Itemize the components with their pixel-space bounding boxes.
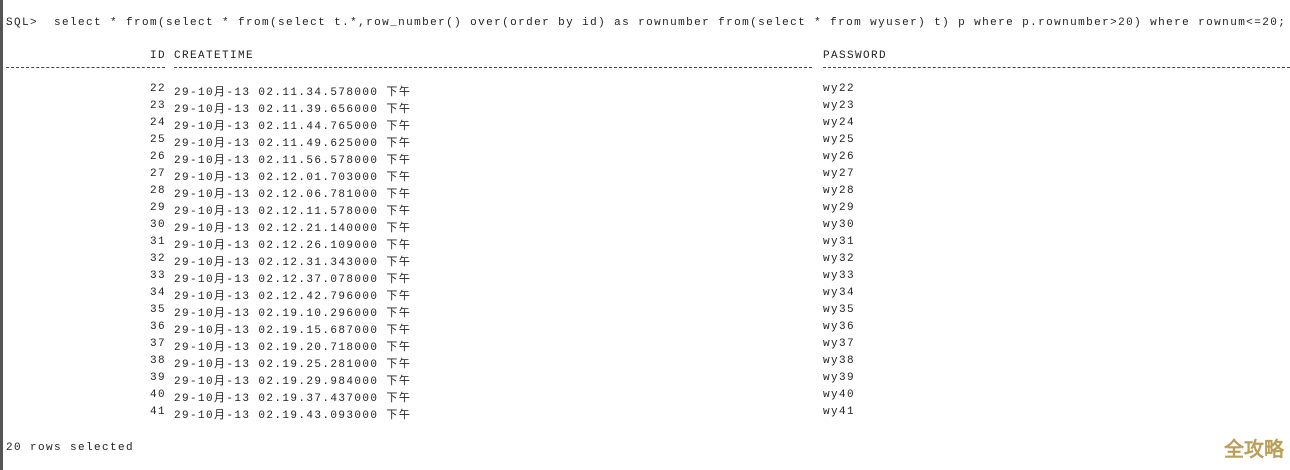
window-border (0, 0, 3, 470)
cell-createtime: 29-10月-13 02.12.37.078000 下午 (174, 274, 412, 286)
watermark-logo: 全攻略 (1224, 437, 1284, 461)
table-row: 33 29-10月-13 02.12.37.078000 下午 wy33 (0, 270, 1290, 287)
table-row: 36 29-10月-13 02.19.15.687000 下午 wy36 (0, 321, 1290, 338)
cell-id: 23 (149, 100, 166, 112)
cell-password: wy28 (823, 185, 856, 197)
cell-password: wy39 (823, 372, 856, 384)
cell-password: wy31 (823, 236, 856, 248)
cell-createtime: 29-10月-13 02.11.49.625000 下午 (174, 138, 412, 150)
cell-id: 32 (149, 253, 166, 265)
cell-id: 27 (149, 168, 166, 180)
cell-createtime: 29-10月-13 02.12.11.578000 下午 (174, 206, 412, 218)
sql-query: select * from(select * from(select t.*,r… (54, 17, 1287, 29)
cell-password: wy30 (823, 219, 856, 231)
cell-password: wy29 (823, 202, 856, 214)
cell-password: wy25 (823, 134, 856, 146)
cell-createtime: 29-10月-13 02.19.20.718000 下午 (174, 342, 412, 354)
cell-createtime: 29-10月-13 02.11.39.656000 下午 (174, 104, 412, 116)
cell-id: 26 (149, 151, 166, 163)
cell-password: wy23 (823, 100, 856, 112)
cell-createtime: 29-10月-13 02.11.34.578000 下午 (174, 87, 412, 99)
cell-password: wy24 (823, 117, 856, 129)
sql-command-line: SQL> select * from(select * from(select … (6, 16, 1286, 30)
table-row: 30 29-10月-13 02.12.21.140000 下午 wy30 (0, 219, 1290, 236)
cell-password: wy27 (823, 168, 856, 180)
cell-id: 28 (149, 185, 166, 197)
cell-createtime: 29-10月-13 02.19.37.437000 下午 (174, 393, 412, 405)
cell-password: wy35 (823, 304, 856, 316)
cell-createtime: 29-10月-13 02.19.29.984000 下午 (174, 376, 412, 388)
cell-createtime: 29-10月-13 02.12.06.781000 下午 (174, 189, 412, 201)
cell-createtime: 29-10月-13 02.12.01.703000 下午 (174, 172, 412, 184)
table-row: 38 29-10月-13 02.19.25.281000 下午 wy38 (0, 355, 1290, 372)
table-row: 24 29-10月-13 02.11.44.765000 下午 wy24 (0, 117, 1290, 134)
cell-id: 40 (149, 389, 166, 401)
cell-password: wy36 (823, 321, 856, 333)
cell-id: 37 (149, 338, 166, 350)
separator-id (6, 67, 165, 69)
cell-id: 33 (149, 270, 166, 282)
table-row: 35 29-10月-13 02.19.10.296000 下午 wy35 (0, 304, 1290, 321)
cell-password: wy34 (823, 287, 856, 299)
cell-createtime: 29-10月-13 02.12.42.796000 下午 (174, 291, 412, 303)
table-row: 34 29-10月-13 02.12.42.796000 下午 wy34 (0, 287, 1290, 304)
table-row: 27 29-10月-13 02.12.01.703000 下午 wy27 (0, 168, 1290, 185)
cell-password: wy26 (823, 151, 856, 163)
cell-password: wy40 (823, 389, 856, 401)
cell-id: 39 (149, 372, 166, 384)
separator-password (823, 67, 1290, 69)
cell-id: 36 (149, 321, 166, 333)
cell-password: wy41 (823, 406, 856, 418)
separator-createtime (174, 67, 812, 69)
cell-password: wy38 (823, 355, 856, 367)
table-row: 29 29-10月-13 02.12.11.578000 下午 wy29 (0, 202, 1290, 219)
table-row: 25 29-10月-13 02.11.49.625000 下午 wy25 (0, 134, 1290, 151)
table-row: 39 29-10月-13 02.19.29.984000 下午 wy39 (0, 372, 1290, 389)
cell-id: 22 (149, 83, 166, 95)
cell-password: wy32 (823, 253, 856, 265)
cell-createtime: 29-10月-13 02.12.21.140000 下午 (174, 223, 412, 235)
cell-id: 35 (149, 304, 166, 316)
cell-createtime: 29-10月-13 02.19.43.093000 下午 (174, 410, 412, 422)
table-row: 37 29-10月-13 02.19.20.718000 下午 wy37 (0, 338, 1290, 355)
table-row: 41 29-10月-13 02.19.43.093000 下午 wy41 (0, 406, 1290, 423)
column-header-createtime: CREATETIME (174, 50, 255, 62)
table-row: 22 29-10月-13 02.11.34.578000 下午 wy22 (0, 83, 1290, 100)
cell-createtime: 29-10月-13 02.11.56.578000 下午 (174, 155, 412, 167)
table-row: 32 29-10月-13 02.12.31.343000 下午 wy32 (0, 253, 1290, 270)
cell-createtime: 29-10月-13 02.19.10.296000 下午 (174, 308, 412, 320)
cell-id: 41 (149, 406, 166, 418)
cell-id: 31 (149, 236, 166, 248)
cell-id: 24 (149, 117, 166, 129)
cell-id: 34 (149, 287, 166, 299)
cell-createtime: 29-10月-13 02.19.25.281000 下午 (174, 359, 412, 371)
cell-id: 30 (149, 219, 166, 231)
table-row: 31 29-10月-13 02.12.26.109000 下午 wy31 (0, 236, 1290, 253)
column-header-id: ID (150, 50, 167, 62)
cell-createtime: 29-10月-13 02.11.44.765000 下午 (174, 121, 412, 133)
cell-id: 29 (149, 202, 166, 214)
table-row: 40 29-10月-13 02.19.37.437000 下午 wy40 (0, 389, 1290, 406)
cell-id: 38 (149, 355, 166, 367)
table-row: 23 29-10月-13 02.11.39.656000 下午 wy23 (0, 100, 1290, 117)
cell-createtime: 29-10月-13 02.12.31.343000 下午 (174, 257, 412, 269)
cell-password: wy37 (823, 338, 856, 350)
rows-selected-status: 20 rows selected (6, 442, 135, 454)
cell-id: 25 (149, 134, 166, 146)
column-header-password: PASSWORD (823, 50, 888, 62)
sql-prompt: SQL> (6, 17, 39, 29)
cell-password: wy33 (823, 270, 856, 282)
table-row: 26 29-10月-13 02.11.56.578000 下午 wy26 (0, 151, 1290, 168)
cell-createtime: 29-10月-13 02.19.15.687000 下午 (174, 325, 412, 337)
cell-createtime: 29-10月-13 02.12.26.109000 下午 (174, 240, 412, 252)
table-row: 28 29-10月-13 02.12.06.781000 下午 wy28 (0, 185, 1290, 202)
cell-password: wy22 (823, 83, 856, 95)
